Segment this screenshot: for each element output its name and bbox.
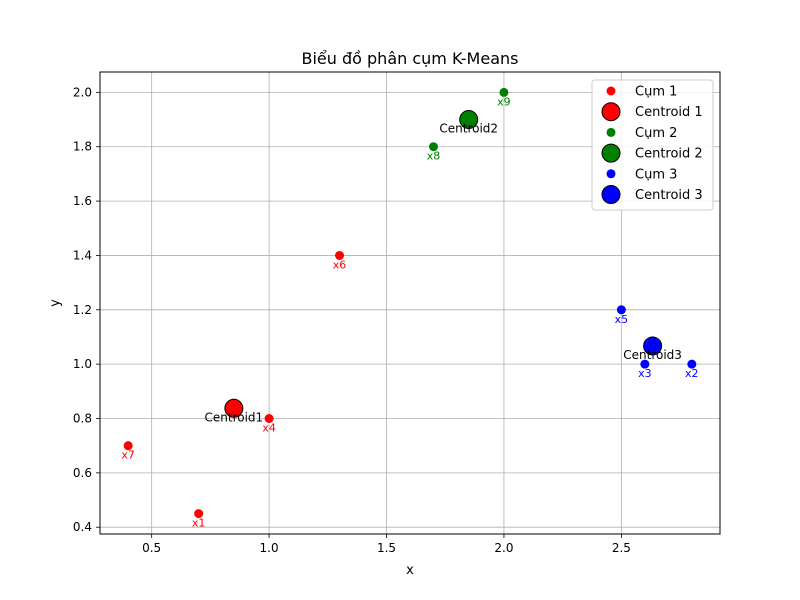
y-tick-label: 1.2 [73,303,92,317]
legend-marker [606,86,616,96]
centroid-point [224,398,244,418]
y-tick-label: 0.8 [73,412,92,426]
x-tick-label: 0.5 [142,541,161,555]
data-point [264,414,274,423]
data-points: x1 x4 x6 x7 Centroid1 x8 x9 Centroid2 x2 x3 x5 Cent… [121,87,699,530]
data-point-label: x7 [121,449,135,462]
y-tick-label: 0.6 [73,466,92,480]
data-point [194,509,204,519]
centroid-label: Centroid2 [439,122,498,136]
data-point-label: x9 [497,95,511,108]
y-tick-label: 0.4 [73,520,92,534]
y-tick-label: 2.0 [73,85,92,99]
data-point [335,250,345,260]
x-tick-label: 1.0 [260,541,279,555]
y-tick-label: 1.4 [73,248,92,262]
legend-marker [601,143,621,163]
chart-title: Biểu đồ phân cụm K-Means [302,49,519,68]
data-point [616,305,626,315]
legend-label: Cụm 1 [635,85,677,100]
legend-marker [606,127,616,137]
data-point [687,359,697,369]
x-axis-label: x [406,563,414,578]
data-point-label: x1 [192,517,206,530]
data-point [499,87,509,97]
y-axis-label: y [48,299,63,307]
legend-label: Cụm 3 [635,167,677,182]
centroid-label: Centroid3 [623,348,682,362]
data-point [428,142,438,152]
x-tick-label: 1.5 [377,541,396,555]
y-tick-label: 1.8 [73,140,92,154]
centroid-label: Centroid1 [205,410,264,424]
legend-label: Centroid 1 [635,105,703,120]
data-point [640,359,650,369]
legend-label: Cụm 2 [635,126,677,141]
data-point-label: x5 [615,313,629,326]
grid-lines [100,72,720,534]
plot-frame [99,71,721,535]
legend-marker [601,185,621,204]
y-tick-label: 1.6 [73,194,92,208]
legend-box [591,79,714,211]
y-tick-label: 1.0 [73,357,92,371]
x-tick-label: 2.0 [494,541,513,555]
data-point-label: x4 [262,422,276,435]
data-point-label: x3 [638,367,652,380]
data-point-label: x2 [685,367,699,380]
legend: Cụm 1 Centroid 1 Cụm 2 Centroid 2 Cụm 3 Centr… [591,79,714,211]
axis-ticks: 0.5 1.0 1.5 2.0 2.5 0.4 0.6 0.8 1.0 1.2 1.4 1.6 1.8 2… [73,85,631,555]
data-point [123,441,133,451]
centroid-point [459,110,479,130]
legend-label: Centroid 3 [635,188,703,203]
legend-label: Centroid 2 [635,147,703,162]
legend-marker [606,169,616,179]
x-tick-label: 2.5 [612,541,631,555]
centroid-point [643,336,663,356]
legend-marker [601,102,621,122]
data-point-label: x8 [427,150,441,163]
data-point-label: x6 [333,258,347,271]
